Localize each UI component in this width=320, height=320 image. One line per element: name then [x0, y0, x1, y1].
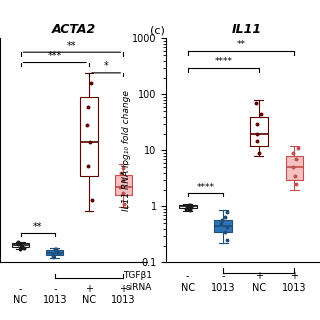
- Point: [117, 184, 123, 189]
- Point: [256, 150, 261, 156]
- Text: siRNA: siRNA: [126, 284, 152, 292]
- Text: NC: NC: [181, 284, 195, 293]
- Text: -: -: [186, 271, 189, 281]
- Point: [254, 131, 260, 136]
- Point: [120, 191, 125, 196]
- Text: TGFβ1: TGFβ1: [123, 271, 152, 280]
- PathPatch shape: [285, 156, 303, 180]
- Point: [255, 121, 260, 126]
- Point: [53, 246, 58, 251]
- Text: -: -: [19, 284, 22, 294]
- Point: [222, 214, 228, 220]
- Text: NC: NC: [13, 295, 28, 305]
- Text: 1013: 1013: [43, 295, 67, 305]
- Point: [259, 111, 264, 116]
- Point: [121, 177, 126, 182]
- Point: [55, 250, 60, 255]
- Text: ****: ****: [214, 58, 232, 67]
- Text: ****: ****: [196, 183, 214, 192]
- Text: NC: NC: [252, 284, 266, 293]
- Point: [55, 248, 60, 253]
- Point: [20, 244, 25, 249]
- Text: NC: NC: [82, 295, 96, 305]
- Point: [294, 181, 299, 187]
- Point: [187, 208, 192, 213]
- Text: 1013: 1013: [111, 295, 135, 305]
- Point: [188, 204, 194, 210]
- Point: [186, 203, 191, 208]
- Text: +: +: [255, 271, 263, 281]
- Point: [51, 255, 56, 260]
- Point: [118, 170, 124, 175]
- Point: [185, 203, 190, 208]
- Point: [85, 163, 91, 168]
- Point: [224, 237, 229, 243]
- Point: [121, 201, 126, 206]
- PathPatch shape: [80, 97, 98, 176]
- Point: [224, 209, 229, 214]
- Point: [85, 105, 91, 110]
- Text: -: -: [53, 284, 57, 294]
- Point: [15, 240, 20, 245]
- Text: **: **: [33, 222, 43, 232]
- Point: [188, 206, 193, 211]
- Title: IL11: IL11: [231, 23, 261, 36]
- Text: +: +: [119, 284, 127, 294]
- Title: ACTA2: ACTA2: [52, 23, 96, 36]
- Point: [293, 173, 298, 179]
- Point: [253, 100, 259, 106]
- Point: [290, 165, 295, 170]
- Point: [53, 247, 59, 252]
- Point: [291, 150, 296, 156]
- PathPatch shape: [250, 117, 268, 146]
- Point: [219, 221, 224, 226]
- Point: [295, 146, 300, 151]
- Point: [224, 225, 229, 230]
- Text: +: +: [291, 271, 298, 281]
- Point: [187, 202, 192, 207]
- Point: [16, 241, 21, 246]
- Text: **: **: [67, 41, 76, 51]
- Point: [51, 252, 56, 257]
- Point: [183, 206, 188, 212]
- Point: [21, 245, 26, 250]
- Text: (c): (c): [150, 26, 165, 36]
- Point: [188, 204, 194, 209]
- Point: [255, 138, 260, 143]
- Point: [19, 243, 24, 248]
- Point: [294, 156, 299, 162]
- Point: [84, 122, 90, 127]
- Text: 1013: 1013: [211, 284, 236, 293]
- PathPatch shape: [46, 250, 63, 255]
- Point: [222, 229, 227, 235]
- Point: [220, 217, 225, 222]
- Y-axis label: IL11 RNA log₁₀ fold change: IL11 RNA log₁₀ fold change: [122, 90, 131, 211]
- PathPatch shape: [179, 205, 196, 208]
- Text: **: **: [236, 40, 245, 49]
- Point: [17, 246, 22, 251]
- Text: ***: ***: [48, 51, 62, 61]
- Point: [88, 139, 93, 144]
- Text: +: +: [85, 284, 93, 294]
- Text: 1013: 1013: [282, 284, 307, 293]
- Point: [121, 165, 126, 170]
- PathPatch shape: [12, 244, 29, 247]
- PathPatch shape: [115, 174, 132, 195]
- Point: [16, 242, 21, 247]
- Text: *: *: [104, 61, 108, 71]
- Text: -: -: [221, 271, 225, 281]
- Point: [90, 198, 95, 203]
- Point: [89, 81, 94, 86]
- PathPatch shape: [214, 220, 232, 232]
